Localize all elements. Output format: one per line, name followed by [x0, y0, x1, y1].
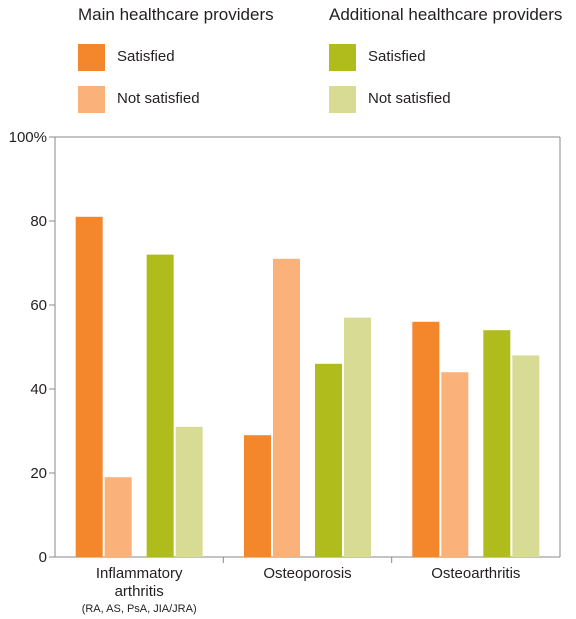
x-axis-separators [222, 557, 393, 563]
y-tick-label: 80 [30, 213, 47, 230]
bar-osteoporosis-series-4 [344, 317, 371, 557]
y-tick-label: 20 [30, 465, 47, 482]
legend-group-main: Main healthcare providers Satisfied Not … [78, 5, 274, 113]
y-axis-ticks: 0 20 40 60 80 100% [9, 129, 55, 566]
bar-osteoporosis-series-1 [244, 435, 271, 557]
legend-title-additional: Additional healthcare providers [329, 5, 562, 24]
legend-group-additional: Additional healthcare providers Satisfie… [329, 5, 562, 113]
x-category-label-line2: arthritis [115, 583, 164, 600]
bar-osteoporosis-series-2 [273, 258, 300, 557]
plot-frame [54, 136, 561, 558]
bar-osteoarthritis-series-3 [483, 330, 511, 557]
y-tick-label: 100% [9, 129, 47, 146]
y-tick-label: 0 [39, 549, 47, 566]
bar-osteoarthritis-series-2 [441, 372, 469, 557]
legend-swatch-main-satisfied [78, 44, 105, 71]
bar-inflammatory-series-2 [104, 477, 132, 557]
bars [75, 216, 540, 558]
x-category-label: Inflammatory [96, 565, 183, 582]
y-tick-label: 60 [30, 297, 47, 314]
legend-swatch-additional-satisfied [329, 44, 356, 71]
legend: Main healthcare providers Satisfied Not … [78, 5, 562, 113]
bar-osteoarthritis-series-1 [412, 321, 440, 557]
x-category-label: Osteoarthritis [431, 565, 520, 582]
y-tick-label: 40 [30, 381, 47, 398]
legend-title-main: Main healthcare providers [78, 5, 274, 24]
bar-inflammatory-series-1 [75, 216, 103, 558]
x-category-sublabel: (RA, AS, PsA, JIA/JRA) [82, 603, 197, 615]
bar-inflammatory-series-3 [146, 254, 174, 557]
legend-label-additional-not-satisfied: Not satisfied [368, 90, 451, 107]
x-category-label: Osteoporosis [263, 565, 351, 582]
bar-osteoporosis-series-3 [315, 363, 342, 557]
legend-swatch-main-not-satisfied [78, 86, 105, 113]
bar-osteoarthritis-series-4 [512, 355, 540, 557]
legend-swatch-additional-not-satisfied [329, 86, 356, 113]
legend-label-main-not-satisfied: Not satisfied [117, 90, 200, 107]
legend-label-additional-satisfied: Satisfied [368, 48, 426, 65]
legend-label-main-satisfied: Satisfied [117, 48, 175, 65]
bar-inflammatory-series-4 [175, 426, 203, 557]
